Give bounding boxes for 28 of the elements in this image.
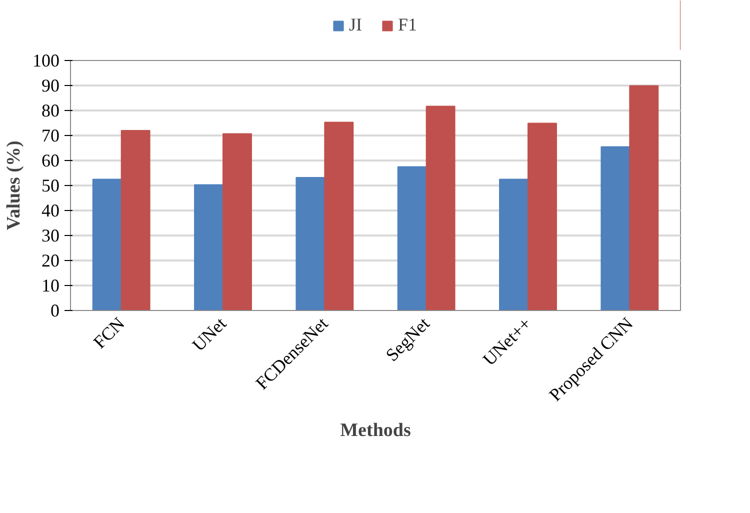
bar xyxy=(120,130,150,310)
x-tick-label: UNet xyxy=(188,313,230,356)
y-tick-label: 0 xyxy=(50,300,60,320)
bar xyxy=(324,122,354,310)
y-tick-label: 100 xyxy=(32,50,60,70)
bar xyxy=(296,177,326,310)
bar xyxy=(194,184,224,310)
bar xyxy=(629,85,659,310)
legend-label: JI xyxy=(349,14,363,36)
y-tick-label: 20 xyxy=(42,250,60,270)
legend-label: F1 xyxy=(398,14,418,36)
bar xyxy=(528,122,557,310)
y-tick-label: 80 xyxy=(42,100,60,120)
y-tick-label: 10 xyxy=(42,276,60,296)
y-axis-title: Values (%) xyxy=(4,140,24,230)
y-tick-label: 30 xyxy=(42,226,60,246)
y-tick-label: 70 xyxy=(42,126,60,146)
bar xyxy=(426,106,456,310)
bar xyxy=(499,178,528,310)
bar xyxy=(397,166,427,310)
bar xyxy=(92,178,122,310)
bar xyxy=(222,133,252,310)
y-tick-label: 50 xyxy=(42,176,60,196)
y-tick-label: 90 xyxy=(42,76,60,96)
bar xyxy=(600,146,630,310)
y-tick-label: 60 xyxy=(42,150,60,170)
x-axis-title: Methods xyxy=(340,420,411,442)
y-tick-label: 40 xyxy=(42,200,60,220)
